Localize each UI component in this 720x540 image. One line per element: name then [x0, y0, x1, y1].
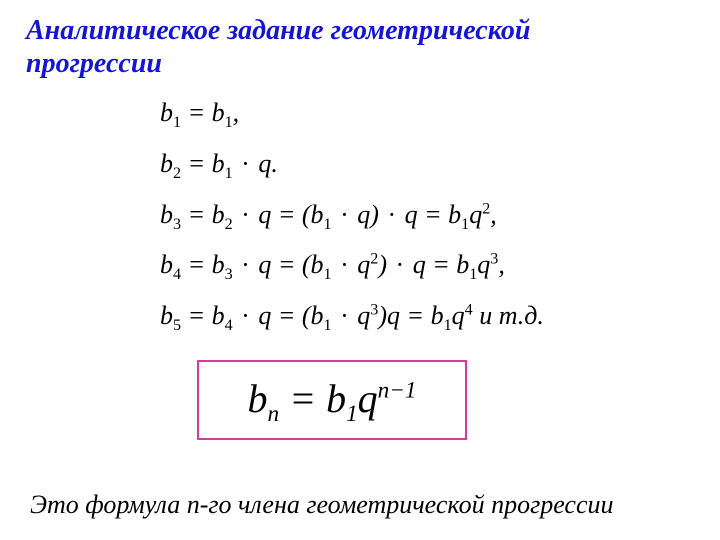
math-punct: , [498, 250, 505, 279]
math-eq: = [418, 200, 449, 229]
math-var: q [357, 250, 370, 279]
math-var: q [405, 200, 418, 229]
math-var: b [212, 301, 225, 330]
math-var: b [311, 200, 324, 229]
math-sub: 4 [225, 317, 233, 334]
math-sub: 1 [173, 114, 181, 131]
math-var: b [326, 376, 346, 421]
math-var: q [357, 200, 370, 229]
math-sub: 2 [225, 216, 233, 233]
math-sub: 3 [173, 216, 181, 233]
math-sub: 1 [444, 317, 452, 334]
math-sub: 3 [225, 267, 233, 284]
math-punct: , [233, 98, 240, 127]
math-sub: 4 [173, 267, 181, 284]
math-eq: = ( [271, 200, 310, 229]
math-sub: 2 [173, 165, 181, 182]
math-var: b [456, 250, 469, 279]
math-dot: · [387, 250, 413, 279]
math-paren: ) [378, 250, 387, 279]
derivation-row-2: b2 = b1 · q. [160, 139, 544, 190]
math-dot: · [332, 200, 358, 229]
math-eq: = [426, 250, 457, 279]
math-eq: = [181, 301, 212, 330]
math-sub: 1 [346, 401, 358, 427]
math-var: b [311, 301, 324, 330]
math-var: b [212, 98, 225, 127]
math-var: b [431, 301, 444, 330]
math-sub: 1 [225, 165, 233, 182]
math-eq: = [181, 98, 212, 127]
math-var: q [357, 301, 370, 330]
math-var: q [258, 250, 271, 279]
math-eq: = [181, 149, 212, 178]
math-var: b [311, 250, 324, 279]
math-sub: 1 [324, 267, 332, 284]
math-sup: n−1 [378, 377, 417, 403]
slide-caption: Это формула n-го члена геометрической пр… [30, 490, 614, 520]
math-var: q [452, 301, 465, 330]
math-sub: 1 [324, 216, 332, 233]
derivation-row-5: b5 = b4 · q = (b1 · q3)q = b1q4 и т.д. [160, 291, 544, 342]
math-dot: · [379, 200, 405, 229]
slide-title: Аналитическое задание геометрической про… [26, 14, 586, 80]
math-var: b [160, 149, 173, 178]
math-sub: 1 [225, 114, 233, 131]
formula: bn = b1qn−1 [247, 373, 416, 428]
math-paren: ) [378, 301, 387, 330]
math-sub: 5 [173, 317, 181, 334]
math-eq: = [181, 200, 212, 229]
derivation-row-4: b4 = b3 · q = (b1 · q2) · q = b1q3, [160, 240, 544, 291]
math-dot: · [233, 301, 259, 330]
math-eq: = [279, 376, 326, 421]
math-var: q [413, 250, 426, 279]
math-eq: = [181, 250, 212, 279]
math-sup: 4 [465, 302, 473, 319]
math-eq: = ( [271, 301, 310, 330]
math-var: q [258, 149, 271, 178]
math-sub: 1 [324, 317, 332, 334]
math-var: b [212, 200, 225, 229]
math-punct: , [490, 200, 497, 229]
math-var: q [387, 301, 400, 330]
math-var: q [258, 301, 271, 330]
derivation-block: b1 = b1, b2 = b1 · q. b3 = b2 · q = (b1 … [160, 88, 544, 342]
math-var: b [212, 250, 225, 279]
math-paren: ) [370, 200, 379, 229]
math-dot: · [233, 250, 259, 279]
math-dot: · [233, 149, 259, 178]
math-var: b [448, 200, 461, 229]
math-var: q [469, 200, 482, 229]
math-punct: . [271, 149, 278, 178]
math-extra: и т.д. [473, 301, 544, 330]
math-var: b [160, 98, 173, 127]
math-sub: n [267, 401, 279, 427]
math-var: q [358, 376, 378, 421]
math-dot: · [332, 250, 358, 279]
math-eq: = ( [271, 250, 310, 279]
math-eq: = [400, 301, 431, 330]
math-dot: · [233, 200, 259, 229]
math-var: b [212, 149, 225, 178]
derivation-row-3: b3 = b2 · q = (b1 · q) · q = b1q2, [160, 190, 544, 241]
math-var: b [160, 200, 173, 229]
math-var: q [477, 250, 490, 279]
math-dot: · [332, 301, 358, 330]
math-var: q [258, 200, 271, 229]
derivation-row-1: b1 = b1, [160, 88, 544, 139]
math-var: b [160, 250, 173, 279]
formula-box: bn = b1qn−1 [197, 360, 467, 440]
math-var: b [160, 301, 173, 330]
math-var: b [247, 376, 267, 421]
